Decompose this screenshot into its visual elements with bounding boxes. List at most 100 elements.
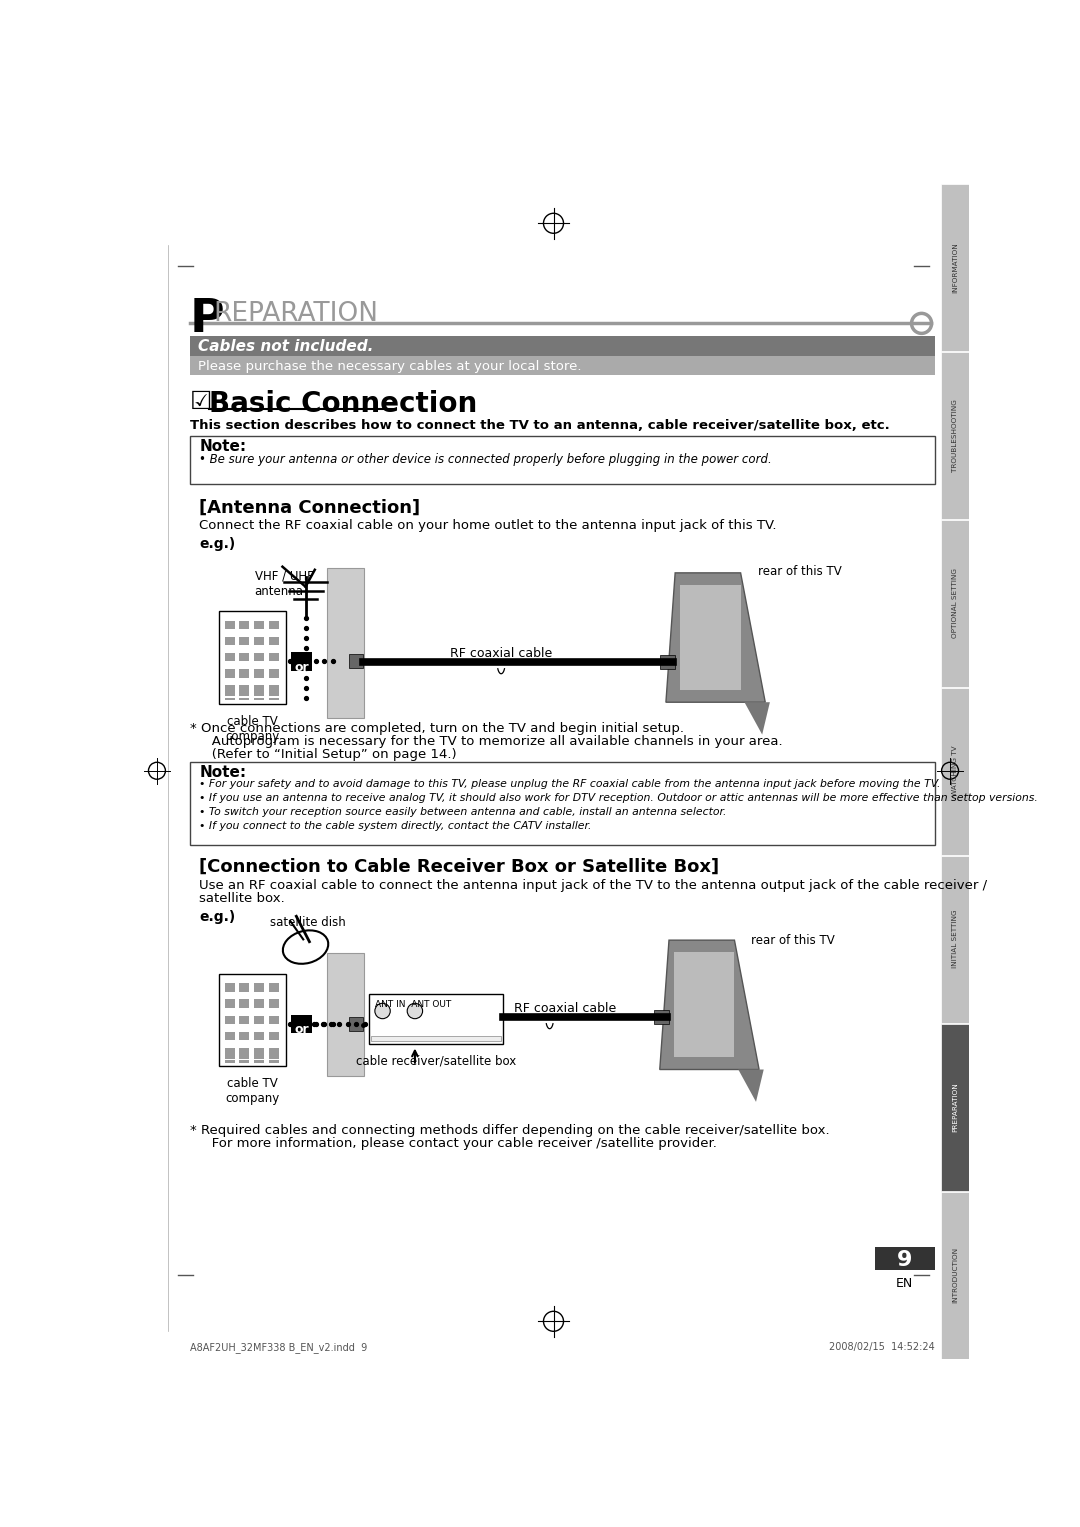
Text: A8AF2UH_32MF338 B_EN_v2.indd  9: A8AF2UH_32MF338 B_EN_v2.indd 9 xyxy=(190,1342,367,1353)
Text: * Required cables and connecting methods differ depending on the cable receiver/: * Required cables and connecting methods… xyxy=(190,1124,829,1138)
Bar xyxy=(254,637,264,646)
Text: VHF / UHF
antenna: VHF / UHF antenna xyxy=(255,570,313,597)
Bar xyxy=(225,1048,234,1057)
Bar xyxy=(190,336,934,356)
Text: rear of this TV: rear of this TV xyxy=(752,935,835,947)
Text: [Connection to Cable Receiver Box or Satellite Box]: [Connection to Cable Receiver Box or Sat… xyxy=(200,858,719,876)
Text: EN: EN xyxy=(896,1277,914,1290)
Text: INFORMATION: INFORMATION xyxy=(953,241,958,293)
Bar xyxy=(254,983,264,991)
Polygon shape xyxy=(666,573,766,702)
Bar xyxy=(254,698,264,699)
Bar xyxy=(269,983,279,991)
Bar xyxy=(876,1248,934,1270)
Bar xyxy=(941,353,970,519)
Polygon shape xyxy=(739,1069,764,1102)
Bar xyxy=(372,1035,501,1041)
Bar xyxy=(941,857,970,1023)
Bar xyxy=(269,693,279,696)
Bar xyxy=(327,953,364,1077)
Bar xyxy=(269,654,279,661)
Bar xyxy=(240,686,249,693)
Bar xyxy=(349,655,363,669)
Text: • Be sure your antenna or other device is connected properly before plugging in : • Be sure your antenna or other device i… xyxy=(200,452,772,466)
Bar xyxy=(225,654,234,661)
Bar xyxy=(240,620,249,629)
Bar xyxy=(269,1048,279,1057)
Bar xyxy=(269,1015,279,1025)
Bar xyxy=(269,1052,279,1055)
Text: cable receiver/satellite box: cable receiver/satellite box xyxy=(356,1055,516,1067)
Text: Autoprogram is necessary for the TV to memorize all available channels in your a: Autoprogram is necessary for the TV to m… xyxy=(200,736,783,748)
Circle shape xyxy=(375,1003,390,1019)
Bar xyxy=(254,620,264,629)
Text: Use an RF coaxial cable to connect the antenna input jack of the TV to the anten: Use an RF coaxial cable to connect the a… xyxy=(200,880,987,892)
Text: Basic Connection: Basic Connection xyxy=(210,389,477,417)
Bar xyxy=(941,1193,970,1359)
Text: ☑: ☑ xyxy=(190,389,213,414)
Bar xyxy=(254,693,264,696)
Text: [Antenna Connection]: [Antenna Connection] xyxy=(200,499,420,518)
Text: 2008/02/15  14:52:24: 2008/02/15 14:52:24 xyxy=(829,1342,934,1351)
Bar xyxy=(240,654,249,661)
Bar xyxy=(190,435,934,484)
Bar xyxy=(240,1060,249,1063)
Text: REPARATION: REPARATION xyxy=(213,301,378,327)
Bar xyxy=(240,1032,249,1040)
Text: TROUBLESHOOTING: TROUBLESHOOTING xyxy=(953,399,958,472)
Text: satellite dish: satellite dish xyxy=(270,916,346,930)
Bar xyxy=(225,983,234,991)
Text: satellite box.: satellite box. xyxy=(200,892,285,904)
Bar xyxy=(240,1052,249,1055)
Bar xyxy=(240,669,249,678)
Polygon shape xyxy=(660,941,759,1069)
Bar xyxy=(327,568,364,718)
Bar xyxy=(254,1060,264,1063)
Bar xyxy=(941,185,970,351)
Bar xyxy=(190,356,934,376)
Bar xyxy=(240,1000,249,1008)
Bar xyxy=(674,953,734,1057)
Bar xyxy=(269,1000,279,1008)
Bar xyxy=(225,637,234,646)
Bar xyxy=(240,983,249,991)
Bar xyxy=(240,690,249,692)
Text: This section describes how to connect the TV to an antenna, cable receiver/satel: This section describes how to connect th… xyxy=(190,418,890,432)
Bar xyxy=(941,689,970,855)
Bar xyxy=(269,620,279,629)
Text: rear of this TV: rear of this TV xyxy=(757,565,841,579)
Text: P: P xyxy=(190,298,225,342)
Bar xyxy=(225,1060,234,1063)
Bar xyxy=(269,686,279,693)
Bar xyxy=(254,686,264,693)
Bar xyxy=(218,611,286,704)
Bar xyxy=(254,1000,264,1008)
Bar xyxy=(240,693,249,696)
Bar xyxy=(225,620,234,629)
Text: Note:: Note: xyxy=(200,765,246,780)
Bar xyxy=(660,655,675,669)
Bar xyxy=(941,521,970,687)
Text: • For your safety and to avoid damage to this TV, please unplug the RF coaxial c: • For your safety and to avoid damage to… xyxy=(200,779,941,789)
Bar xyxy=(269,690,279,692)
Bar xyxy=(240,1015,249,1025)
Bar xyxy=(254,654,264,661)
Bar xyxy=(225,669,234,678)
Bar xyxy=(254,1015,264,1025)
Text: • If you connect to the cable system directly, contact the CATV installer.: • If you connect to the cable system dir… xyxy=(200,822,592,831)
Bar xyxy=(240,637,249,646)
Bar xyxy=(225,1032,234,1040)
Bar xyxy=(190,762,934,846)
Bar xyxy=(254,1057,264,1058)
Bar xyxy=(269,1032,279,1040)
Text: • If you use an antenna to receive analog TV, it should also work for DTV recept: • If you use an antenna to receive analo… xyxy=(200,793,1038,803)
Text: OPTIONAL SETTING: OPTIONAL SETTING xyxy=(953,568,958,638)
Text: WATCHING TV: WATCHING TV xyxy=(953,745,958,797)
Text: or: or xyxy=(295,1023,309,1037)
Text: * Once connections are completed, turn on the TV and begin initial setup.: * Once connections are completed, turn o… xyxy=(190,722,684,734)
Bar xyxy=(225,1052,234,1055)
Bar xyxy=(254,690,264,692)
Bar xyxy=(240,1048,249,1057)
Bar xyxy=(240,1057,249,1058)
Bar xyxy=(254,1032,264,1040)
